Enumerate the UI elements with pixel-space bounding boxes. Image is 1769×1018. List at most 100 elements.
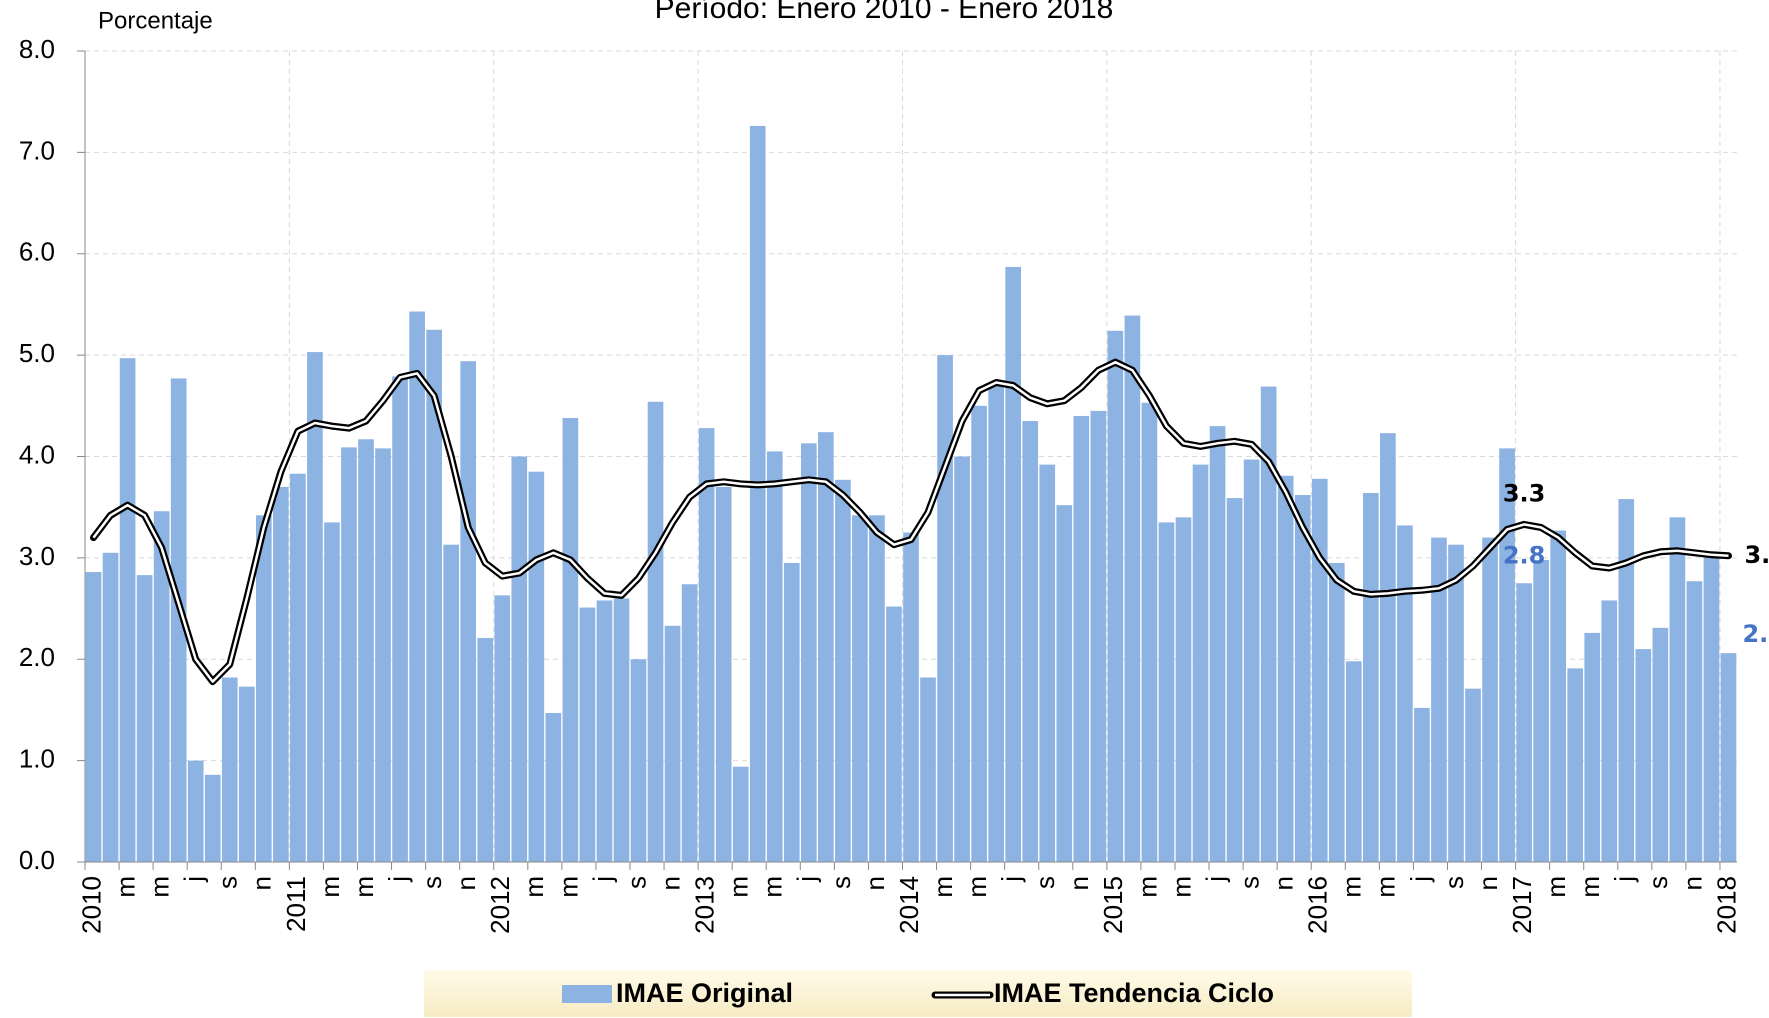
bar [1601, 600, 1618, 862]
bar [562, 417, 579, 862]
bar [937, 355, 953, 862]
bar [852, 515, 868, 862]
bar [1039, 464, 1056, 862]
bar [443, 544, 459, 862]
x-tick-label: m [724, 876, 754, 898]
bar [971, 405, 987, 862]
x-tick-label: 2010 [76, 876, 106, 934]
bar [1533, 559, 1549, 862]
data-label: 3.3 [1503, 479, 1546, 507]
bar [221, 677, 238, 862]
x-tick-label: m [1541, 876, 1571, 898]
data-label: 3.0 [1744, 541, 1769, 569]
bar [903, 532, 919, 862]
bar [596, 600, 613, 862]
data-label: 2.8 [1503, 541, 1546, 569]
x-tick-label: n [860, 876, 890, 890]
bar [1431, 537, 1447, 862]
x-tick-label: m [1166, 876, 1196, 898]
x-tick-label: 2014 [894, 876, 924, 934]
bar [1073, 415, 1090, 862]
bar [1158, 522, 1175, 862]
bar [1635, 649, 1652, 862]
bar [800, 443, 817, 862]
x-tick-label: m [1132, 876, 1162, 898]
bar [869, 515, 885, 862]
bar [1005, 266, 1022, 863]
bar [1397, 525, 1413, 862]
bar [1414, 707, 1430, 862]
x-tick-label: m [758, 876, 788, 898]
bar [647, 401, 664, 862]
bar [494, 595, 511, 862]
bar [630, 659, 647, 862]
bar [886, 606, 902, 862]
bar [85, 572, 102, 862]
bar [732, 766, 749, 862]
bar [375, 448, 391, 862]
x-tick-label: m [145, 876, 175, 898]
bar [579, 607, 596, 862]
bar [1686, 581, 1703, 862]
bar [1107, 330, 1124, 862]
x-tick-label: n [1064, 876, 1094, 890]
bar [920, 677, 936, 862]
bar [187, 760, 204, 862]
bar [1056, 505, 1073, 862]
x-tick-label: 2017 [1507, 876, 1537, 934]
bar [1584, 632, 1601, 862]
legend-swatch [562, 985, 612, 1003]
bar [136, 575, 153, 862]
x-tick-label: 2013 [690, 876, 720, 934]
x-tick-label: m [1575, 876, 1605, 898]
bar [1192, 464, 1209, 862]
bar [392, 376, 408, 862]
bar [698, 428, 715, 862]
bar [1209, 426, 1226, 862]
bar [954, 456, 970, 862]
y-tick-label: 0.0 [19, 845, 55, 875]
x-tick-label: s [1030, 876, 1060, 889]
bar [324, 522, 340, 862]
bar [1380, 433, 1396, 862]
y-tick-label: 3.0 [19, 541, 55, 571]
bar [119, 358, 136, 862]
bar [818, 432, 834, 862]
x-tick-label: j [792, 876, 822, 883]
x-tick-label: j [1609, 876, 1639, 883]
bar [273, 486, 289, 862]
bar [358, 439, 374, 862]
bar [1294, 495, 1311, 862]
data-label: 2.1 [1742, 620, 1769, 648]
bar [1499, 448, 1515, 862]
bar [1260, 386, 1277, 862]
bar [1448, 544, 1464, 862]
bar [1277, 475, 1294, 862]
bar [204, 774, 221, 862]
x-tick-label: m [553, 876, 583, 898]
x-tick-label: s [621, 876, 651, 889]
bar [715, 486, 732, 862]
bar [1022, 421, 1039, 862]
bar [1652, 627, 1669, 862]
bar [477, 637, 494, 862]
bar [1516, 583, 1532, 862]
x-tick-label: m [110, 876, 140, 898]
bar [1226, 498, 1243, 862]
trend-line [92, 360, 1729, 683]
x-tick-label: n [451, 876, 481, 890]
legend-label: IMAE Original [616, 978, 793, 1008]
bar [426, 329, 442, 862]
bar [664, 625, 681, 862]
bar [341, 447, 357, 862]
bar [1550, 530, 1567, 862]
x-tick-label: m [315, 876, 345, 898]
bar [1465, 688, 1481, 862]
bar [1618, 499, 1635, 862]
x-tick-label: n [247, 876, 277, 890]
x-tick-label: 2018 [1711, 876, 1741, 934]
x-tick-label: s [826, 876, 856, 889]
bar [1124, 315, 1141, 862]
y-tick-label: 7.0 [19, 135, 55, 165]
